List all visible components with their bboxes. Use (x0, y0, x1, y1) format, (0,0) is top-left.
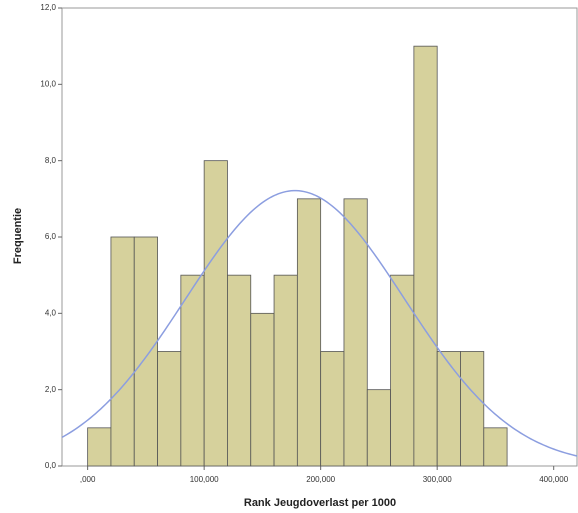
y-tick-label: 4,0 (45, 308, 57, 317)
y-tick-label: 8,0 (45, 156, 57, 165)
normal-curve (61, 189, 578, 457)
bar (390, 274, 415, 467)
bar (483, 427, 508, 467)
y-tick-label: 6,0 (45, 232, 57, 241)
bar (250, 312, 275, 467)
x-axis-label: Rank Jeugdoverlast per 1000 (244, 497, 396, 509)
bar (296, 198, 322, 467)
bar (460, 351, 485, 467)
bar (87, 427, 112, 467)
bar (413, 45, 438, 467)
x-tick-label: 300,000 (423, 475, 452, 484)
x-tick-label: ,000 (80, 475, 96, 484)
x-tick-label: 200,000 (306, 475, 335, 484)
x-tick-label: 400,000 (539, 475, 568, 484)
bar (227, 274, 252, 467)
bar (366, 389, 391, 467)
bar (273, 274, 298, 467)
bar (110, 236, 135, 467)
y-tick-label: 10,0 (40, 79, 56, 88)
y-tick-label: 0,0 (45, 461, 57, 470)
bar (203, 160, 228, 467)
bar (436, 351, 461, 467)
bar (133, 236, 158, 467)
bar (343, 198, 368, 467)
bar (180, 274, 205, 467)
y-tick-label: 2,0 (45, 385, 57, 394)
bar (320, 351, 345, 467)
bar (157, 351, 182, 467)
x-tick-label: 100,000 (190, 475, 219, 484)
y-tick-label: 12,0 (40, 3, 56, 12)
y-axis-label: Frequentie (12, 208, 24, 264)
